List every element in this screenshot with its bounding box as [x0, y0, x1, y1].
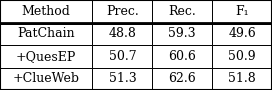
Bar: [0, 0, 92, 22]
Bar: [212, 45, 272, 68]
Bar: [92, 68, 152, 90]
Text: Rec.: Rec.: [168, 5, 196, 18]
Bar: [152, 45, 212, 68]
Bar: [92, 22, 152, 45]
Text: 59.3: 59.3: [168, 27, 196, 40]
Text: +ClueWeb: +ClueWeb: [13, 72, 80, 85]
Text: 48.8: 48.8: [109, 27, 136, 40]
Bar: [92, 0, 152, 22]
Bar: [152, 0, 212, 22]
Text: Prec.: Prec.: [106, 5, 139, 18]
Bar: [212, 68, 272, 90]
Bar: [0, 45, 92, 68]
Text: 49.6: 49.6: [228, 27, 256, 40]
Bar: [92, 45, 152, 68]
Text: 50.9: 50.9: [228, 50, 256, 63]
Bar: [212, 22, 272, 45]
Text: F₁: F₁: [235, 5, 249, 18]
Text: 60.6: 60.6: [168, 50, 196, 63]
Text: Method: Method: [22, 5, 71, 18]
Text: PatChain: PatChain: [17, 27, 75, 40]
Bar: [152, 22, 212, 45]
Text: 51.8: 51.8: [228, 72, 256, 85]
Text: 50.7: 50.7: [109, 50, 136, 63]
Text: 51.3: 51.3: [109, 72, 136, 85]
Bar: [152, 68, 212, 90]
Bar: [212, 0, 272, 22]
Bar: [0, 22, 92, 45]
Bar: [0, 68, 92, 90]
Text: 62.6: 62.6: [168, 72, 196, 85]
Text: +QuesEP: +QuesEP: [16, 50, 76, 63]
